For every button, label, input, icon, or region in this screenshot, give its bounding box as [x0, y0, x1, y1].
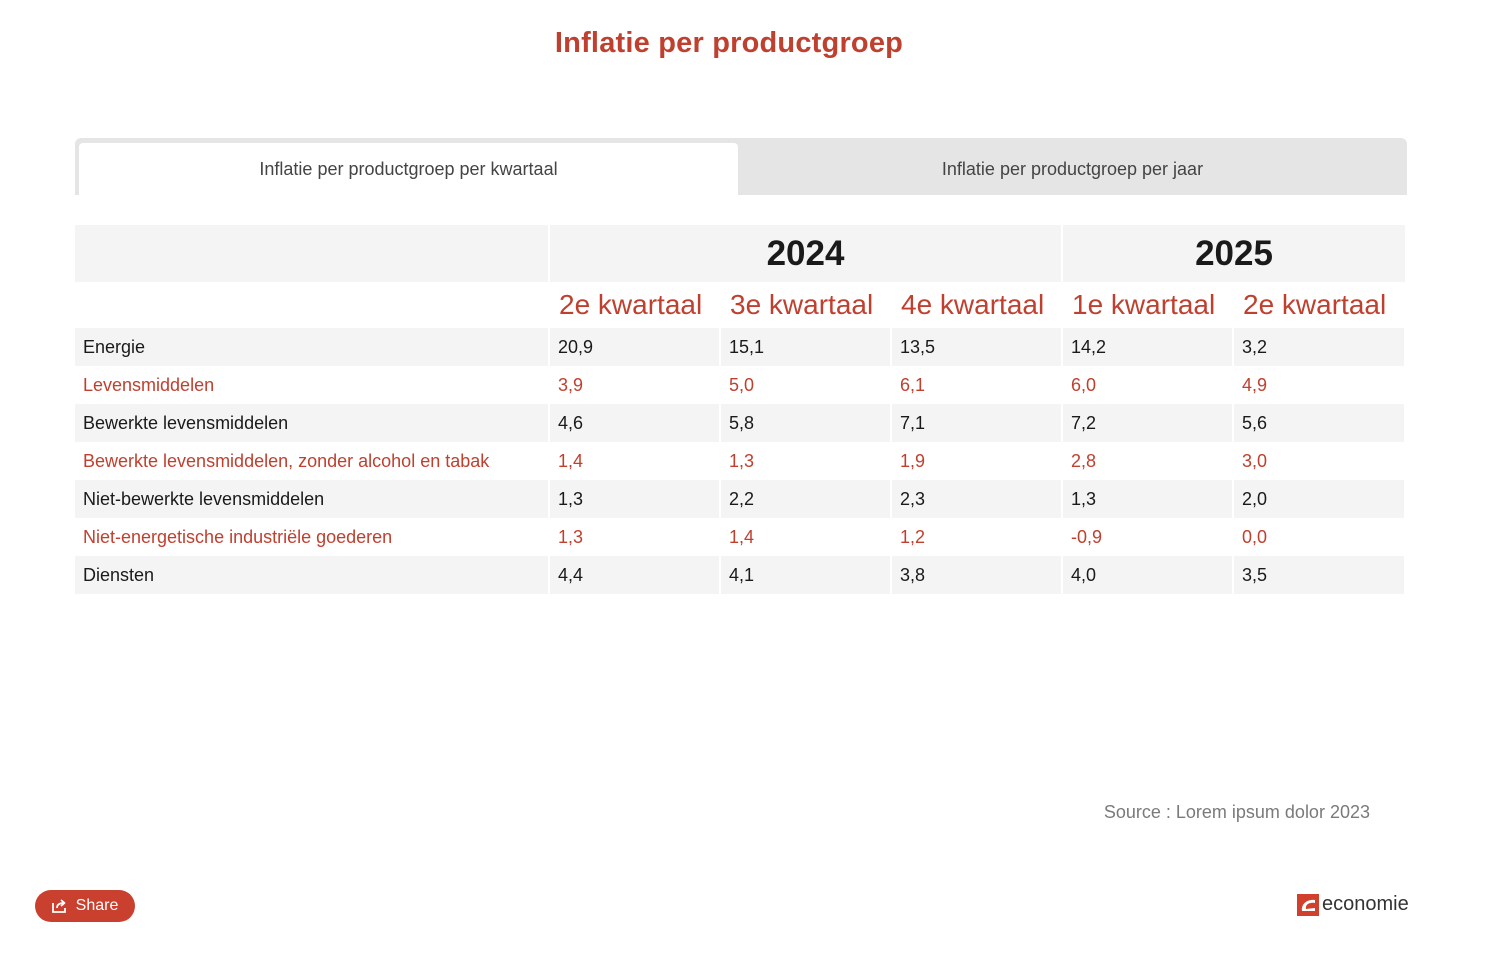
table-cell: 1,3: [550, 480, 719, 518]
table-row: Energie 20,9 15,1 13,5 14,2 3,2: [75, 328, 1405, 366]
table-cell: 14,2: [1063, 328, 1232, 366]
table-cell: 1,3: [550, 518, 719, 556]
table-cell: 7,2: [1063, 404, 1232, 442]
share-label: Share: [75, 897, 119, 914]
table-cell: 13,5: [892, 328, 1061, 366]
table-cell: 6,1: [892, 366, 1061, 404]
row-label: Levensmiddelen: [75, 366, 548, 404]
quarter-header: 2e kwartaal: [559, 289, 703, 320]
table-cell: 1,3: [1063, 480, 1232, 518]
table-cell: 4,1: [721, 556, 890, 594]
table-cell: 1,4: [550, 442, 719, 480]
table-cell: 0,0: [1234, 518, 1404, 556]
quarter-header: 3e kwartaal: [730, 289, 874, 320]
tab-per-kwartaal[interactable]: Inflatie per productgroep per kwartaal: [79, 143, 738, 195]
table-row: Niet-energetische industriële goederen 1,…: [75, 518, 1405, 556]
row-label: Niet-bewerkte levensmiddelen: [75, 480, 548, 518]
table-cell: 5,6: [1234, 404, 1404, 442]
year-header-row: 2024 2025: [75, 225, 1405, 282]
table-cell: 1,2: [892, 518, 1061, 556]
table-cell: 20,9: [550, 328, 719, 366]
table-cell: -0,9: [1063, 518, 1232, 556]
table-row: Niet-bewerkte levensmiddelen 1,3 2,2 2,3 1,3…: [75, 480, 1405, 518]
table-cell: 1,9: [892, 442, 1061, 480]
table-cell: 2,8: [1063, 442, 1232, 480]
share-icon: [51, 899, 66, 913]
row-label: Bewerkte levensmiddelen, zonder alcohol …: [75, 442, 548, 480]
table-cell: 6,0: [1063, 366, 1232, 404]
economie-logo-icon: [1297, 893, 1319, 916]
quarter-header: 1e kwartaal: [1072, 289, 1216, 320]
inflation-table: 2024 2025 2e kwartaal 3e kwartaal 4e kwa…: [75, 225, 1405, 594]
table-row: Levensmiddelen 3,9 5,0 6,1 6,0 4,9: [75, 366, 1405, 404]
table-cell: 5,8: [721, 404, 890, 442]
table-cell: 1,3: [721, 442, 890, 480]
table-cell: 15,1: [721, 328, 890, 366]
quarter-header-row: 2e kwartaal 3e kwartaal 4e kwartaal 1e k…: [75, 282, 1405, 328]
table-cell: 4,6: [550, 404, 719, 442]
table-cell: 5,0: [721, 366, 890, 404]
table-cell: 4,0: [1063, 556, 1232, 594]
share-button[interactable]: Share: [35, 890, 135, 922]
row-label: Diensten: [75, 556, 548, 594]
table-cell: 4,9: [1234, 366, 1404, 404]
row-label: Energie: [75, 328, 548, 366]
table-cell: 3,0: [1234, 442, 1404, 480]
table-cell: 2,3: [892, 480, 1061, 518]
source-note: Source : Lorem ipsum dolor 2023: [1103, 802, 1370, 822]
row-label: Bewerkte levensmiddelen: [75, 404, 548, 442]
table-cell: 2,0: [1234, 480, 1404, 518]
year-header-2025: 2025: [1063, 225, 1405, 282]
table-cell: 3,9: [550, 366, 719, 404]
year-header-empty: [75, 225, 548, 282]
table-row: Bewerkte levensmiddelen 4,6 5,8 7,1 7,2 5,6: [75, 404, 1405, 442]
quarter-header: 4e kwartaal: [901, 289, 1045, 320]
quarter-header-empty: [75, 282, 548, 328]
table-cell: 7,1: [892, 404, 1061, 442]
table-row: Diensten 4,4 4,1 3,8 4,0 3,5: [75, 556, 1405, 594]
table-cell: 3,8: [892, 556, 1061, 594]
economie-logo: economie: [1297, 893, 1409, 916]
year-header-2024: 2024: [550, 225, 1061, 282]
table-cell: 3,5: [1234, 556, 1404, 594]
table-cell: 1,4: [721, 518, 890, 556]
table-cell: 4,4: [550, 556, 719, 594]
table-cell: 3,2: [1234, 328, 1404, 366]
page-title: Inflatie per productgroep: [554, 27, 904, 59]
row-label: Niet-energetische industriële goederen: [75, 518, 548, 556]
quarter-header: 2e kwartaal: [1243, 289, 1387, 320]
tab-bar: Inflatie per productgroep per kwartaal I…: [75, 138, 1407, 195]
table-cell: 2,2: [721, 480, 890, 518]
tab-per-jaar[interactable]: Inflatie per productgroep per jaar: [941, 158, 1204, 179]
logo-text: economie: [1322, 893, 1409, 915]
table-row: Bewerkte levensmiddelen, zonder alcohol …: [75, 442, 1405, 480]
